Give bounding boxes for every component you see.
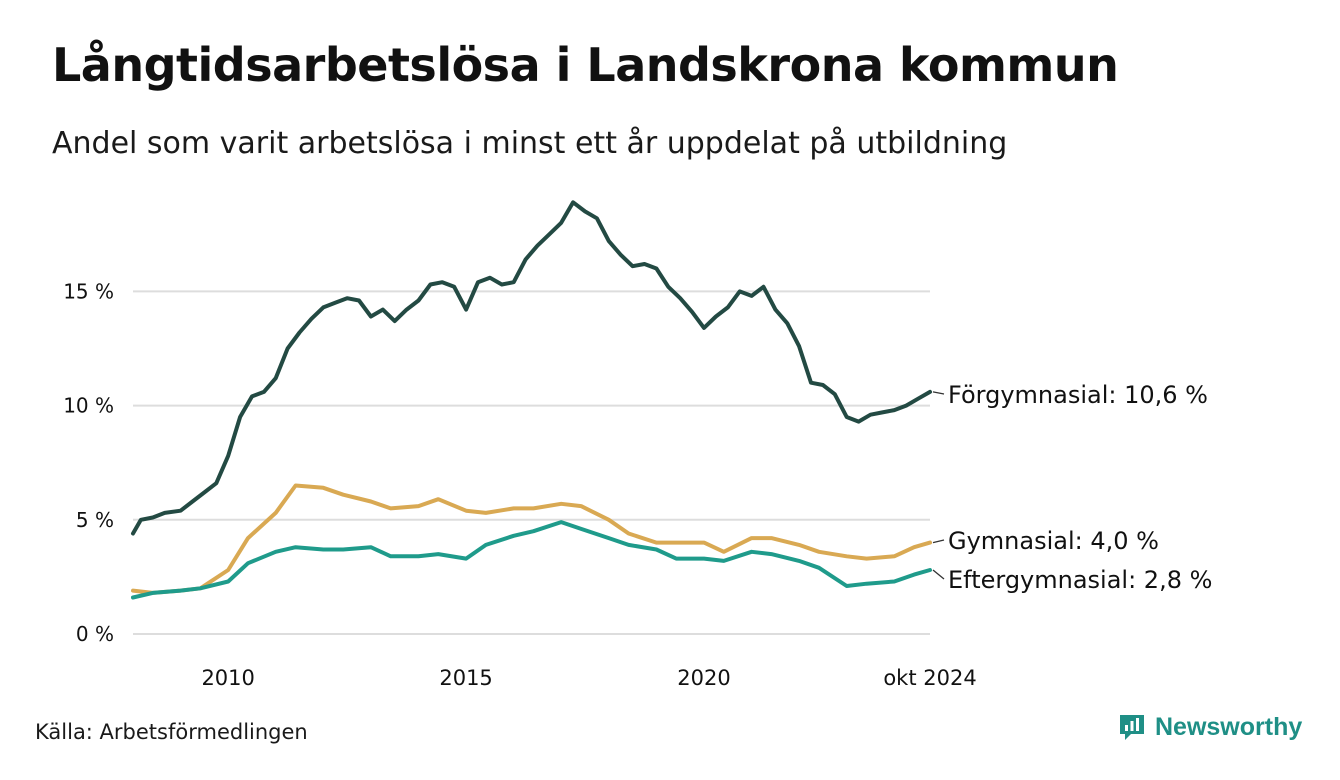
- series-lines: [131, 200, 932, 600]
- line-chart: 0 % 5 % 10 % 15 % 2010 2015 2020 okt 2024 Förg…: [63, 200, 1212, 690]
- brand-logo: Newsworthy: [1117, 712, 1302, 742]
- series-line-eftergymnasial: [131, 520, 932, 600]
- series-end-labels: Förgymnasial: 10,6 % Gymnasial: 4,0 % Efte…: [932, 381, 1212, 594]
- x-tick-label: 2020: [677, 666, 730, 690]
- label-leader-line: [932, 391, 945, 395]
- y-tick-label: 5 %: [76, 508, 114, 532]
- x-tick-label: okt 2024: [883, 666, 976, 690]
- newsworthy-chart-bubble-icon: [1120, 715, 1144, 740]
- y-axis-ticks: 0 % 5 % 10 % 15 %: [63, 279, 114, 646]
- series-end-label: Eftergymnasial: 2,8 %: [948, 566, 1212, 594]
- label-leader-line: [932, 569, 945, 580]
- chart-title: Långtidsarbetslösa i Landskrona kommun: [52, 38, 1119, 92]
- brand-name: Newsworthy: [1155, 712, 1303, 741]
- x-tick-label: 2010: [201, 666, 254, 690]
- y-tick-label: 15 %: [63, 279, 114, 303]
- series-end-label: Förgymnasial: 10,6 %: [948, 381, 1208, 409]
- series-line-förgymnasial: [131, 200, 932, 536]
- series-end-label: Gymnasial: 4,0 %: [948, 527, 1159, 555]
- series-line-gymnasial: [131, 483, 932, 595]
- gridlines: [133, 290, 930, 635]
- label-leader-line: [932, 539, 945, 544]
- x-tick-label: 2015: [439, 666, 492, 690]
- source-note: Källa: Arbetsförmedlingen: [35, 720, 308, 744]
- y-tick-label: 0 %: [76, 622, 114, 646]
- y-tick-label: 10 %: [63, 394, 114, 418]
- x-axis-ticks: 2010 2015 2020 okt 2024: [201, 666, 976, 690]
- chart-subtitle: Andel som varit arbetslösa i minst ett å…: [52, 126, 1008, 161]
